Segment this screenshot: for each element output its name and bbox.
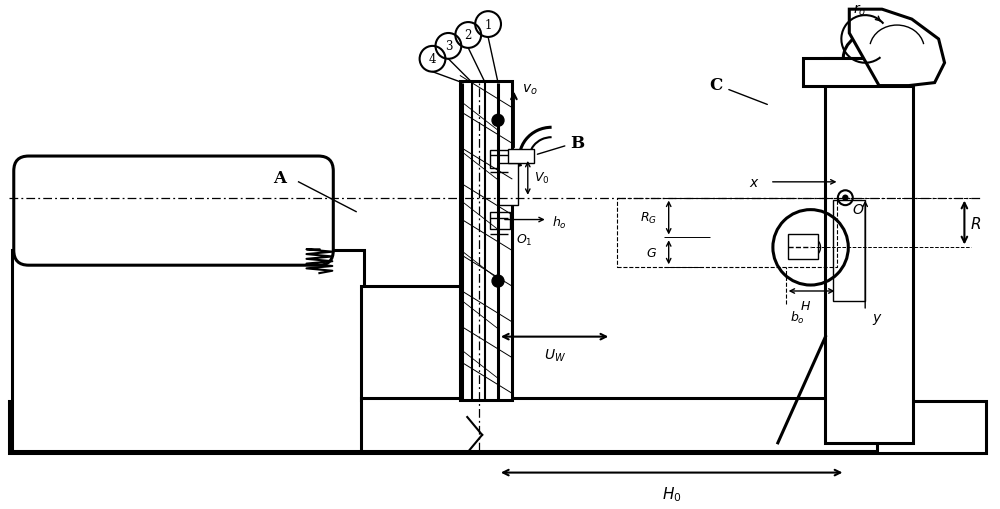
Text: C: C [710,77,723,94]
Text: $U_W$: $U_W$ [544,347,566,363]
Bar [490,212,510,230]
Polygon shape [849,10,945,87]
Bar [825,59,913,443]
Text: $x$: $x$ [749,176,760,189]
Text: $h_o$: $h_o$ [552,214,566,230]
Text: $V_0$: $V_0$ [534,171,549,186]
Text: 3: 3 [445,40,452,53]
Text: $r_o$: $r_o$ [853,3,866,18]
Circle shape [492,115,504,127]
Text: $O_1$: $O_1$ [516,232,532,247]
Bar [498,164,518,205]
Text: $R$: $R$ [970,215,982,231]
Text: $y$: $y$ [872,311,883,326]
Text: B: B [570,134,584,151]
FancyBboxPatch shape [14,157,333,266]
Circle shape [843,196,848,201]
Bar [803,59,912,87]
Bar [12,251,364,451]
Text: 4: 4 [429,53,436,66]
Bar [460,81,512,401]
Circle shape [492,275,504,288]
Text: $R_G$: $R_G$ [640,211,657,225]
Text: $G$: $G$ [646,246,657,259]
Bar [361,399,877,451]
Bar [833,201,865,301]
Bar [361,287,465,401]
Text: $b_o$: $b_o$ [790,309,805,325]
Bar [508,150,534,164]
Bar [490,151,510,168]
Bar [788,235,818,260]
Text: $H$: $H$ [800,299,811,313]
Text: $v_o$: $v_o$ [522,82,538,97]
Text: $O$: $O$ [852,202,865,216]
Text: A: A [273,170,286,187]
Text: 1: 1 [484,18,492,32]
Text: $H_0$: $H_0$ [662,485,681,503]
Bar [9,402,986,453]
Text: 2: 2 [465,30,472,42]
